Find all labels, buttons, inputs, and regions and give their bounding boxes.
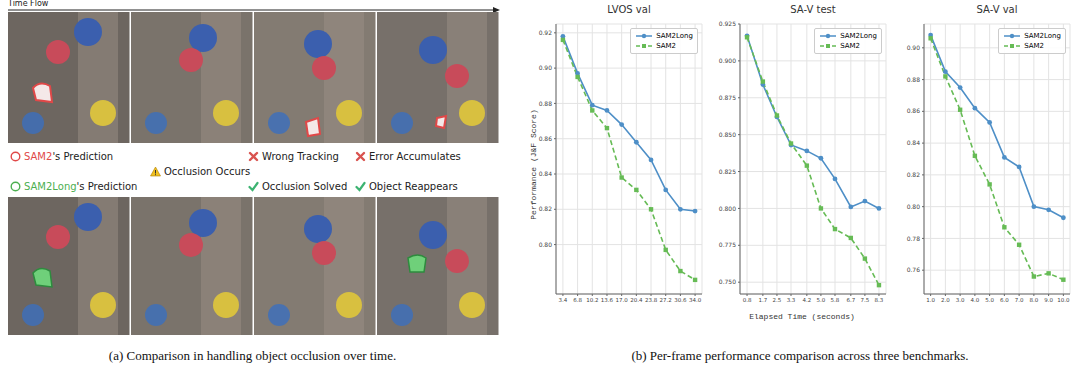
svg-text:5.0: 5.0 — [985, 297, 994, 303]
svg-text:0.88: 0.88 — [907, 76, 921, 83]
html-text:LVOS val: LVOS val — [607, 4, 651, 15]
svg-text:0.800: 0.800 — [719, 205, 736, 212]
svg-text:0.775: 0.775 — [719, 241, 736, 248]
svg-text:0.900: 0.900 — [719, 57, 736, 64]
svg-text:2.5: 2.5 — [773, 297, 782, 303]
svg-text:0.88: 0.88 — [539, 100, 553, 107]
svg-text:0.86: 0.86 — [907, 107, 921, 114]
html-text:SA-V val: SA-V val — [976, 4, 1018, 15]
html-text:Time Flow: Time Flow — [8, 0, 49, 8]
html-text:SAM2Long: SAM2Long — [656, 32, 693, 40]
svg-text:0.90: 0.90 — [907, 44, 921, 51]
svg-text:0.82: 0.82 — [539, 205, 553, 212]
svg-text:4.0: 4.0 — [971, 297, 980, 303]
svg-text:17.0: 17.0 — [616, 297, 629, 303]
svg-text:0.825: 0.825 — [719, 168, 736, 175]
svg-text:9.0: 9.0 — [1044, 297, 1053, 303]
html-text:Elapsed Time (seconds): Elapsed Time (seconds) — [749, 312, 855, 321]
svg-text:0.92: 0.92 — [539, 29, 553, 36]
svg-text:2.0: 2.0 — [941, 297, 950, 303]
html-text:SAM2 's Prediction: SAM2 's Prediction — [24, 151, 114, 162]
svg-text:0.8: 0.8 — [743, 297, 752, 303]
html-text:Object Reappears: Object Reappears — [369, 181, 458, 192]
svg-text:7.0: 7.0 — [1015, 297, 1024, 303]
svg-text:0.84: 0.84 — [907, 139, 921, 146]
svg-text:0.850: 0.850 — [719, 131, 736, 138]
svg-text:0.750: 0.750 — [719, 278, 736, 285]
svg-text:0.76: 0.76 — [907, 266, 921, 273]
svg-text:3.0: 3.0 — [956, 297, 965, 303]
svg-text:10.0: 10.0 — [1057, 297, 1070, 303]
svg-text:0.80: 0.80 — [907, 203, 921, 210]
html-text:SAM2: SAM2 — [840, 42, 861, 50]
svg-text:5.8: 5.8 — [831, 297, 840, 303]
svg-text:13.6: 13.6 — [601, 297, 614, 303]
svg-text:3.3: 3.3 — [787, 297, 796, 303]
html-text:Performance (J&F Score): Performance (J&F Score) — [528, 109, 538, 220]
html-text:SAM2Long 's Prediction: SAM2Long 's Prediction — [24, 181, 138, 192]
html-text:Wrong Tracking: Wrong Tracking — [262, 151, 339, 162]
svg-text:0.82: 0.82 — [907, 171, 921, 178]
svg-text:10.2: 10.2 — [586, 297, 598, 303]
html-text:SAM2: SAM2 — [1024, 42, 1045, 50]
svg-text:3.4: 3.4 — [559, 297, 568, 303]
svg-text:30.6: 30.6 — [674, 297, 687, 303]
svg-text:0.86: 0.86 — [539, 135, 553, 142]
svg-text:5.0: 5.0 — [817, 297, 826, 303]
svg-text:6.8: 6.8 — [573, 297, 582, 303]
svg-text:0.84: 0.84 — [539, 170, 553, 177]
html-text:Occlusion Occurs: Occlusion Occurs — [164, 166, 251, 177]
html-text:SA-V test: SA-V test — [790, 4, 836, 15]
html-text:SAM2Long: SAM2Long — [840, 32, 877, 40]
svg-text:34.0: 34.0 — [689, 297, 702, 303]
html-text:SAM2Long: SAM2Long — [1024, 32, 1061, 40]
svg-text:6.0: 6.0 — [1000, 297, 1009, 303]
svg-text:0.90: 0.90 — [539, 64, 553, 71]
svg-text:8.0: 8.0 — [1029, 297, 1038, 303]
svg-text:1.0: 1.0 — [926, 297, 935, 303]
svg-text:20.4: 20.4 — [630, 297, 643, 303]
html-text:Occlusion Solved: Occlusion Solved — [262, 181, 348, 192]
html-text:Error Accumulates: Error Accumulates — [369, 151, 461, 162]
svg-text:0.80: 0.80 — [539, 241, 553, 248]
svg-text:6.7: 6.7 — [846, 297, 855, 303]
svg-text:27.2: 27.2 — [660, 297, 672, 303]
svg-text:4.2: 4.2 — [802, 297, 811, 303]
html-text:(a) Comparison in handling obj: (a) Comparison in handling object occlus… — [108, 348, 397, 363]
html-text:(b) Per-frame performance comp: (b) Per-frame performance comparison acr… — [631, 348, 969, 363]
svg-text:0.925: 0.925 — [719, 20, 736, 27]
svg-text:8.3: 8.3 — [875, 297, 884, 303]
html-text:SAM2: SAM2 — [656, 42, 677, 50]
svg-text:0.875: 0.875 — [719, 94, 736, 101]
svg-text:1.7: 1.7 — [758, 297, 767, 303]
svg-text:7.5: 7.5 — [861, 297, 870, 303]
svg-text:0.78: 0.78 — [907, 235, 921, 242]
svg-text:23.8: 23.8 — [645, 297, 658, 303]
